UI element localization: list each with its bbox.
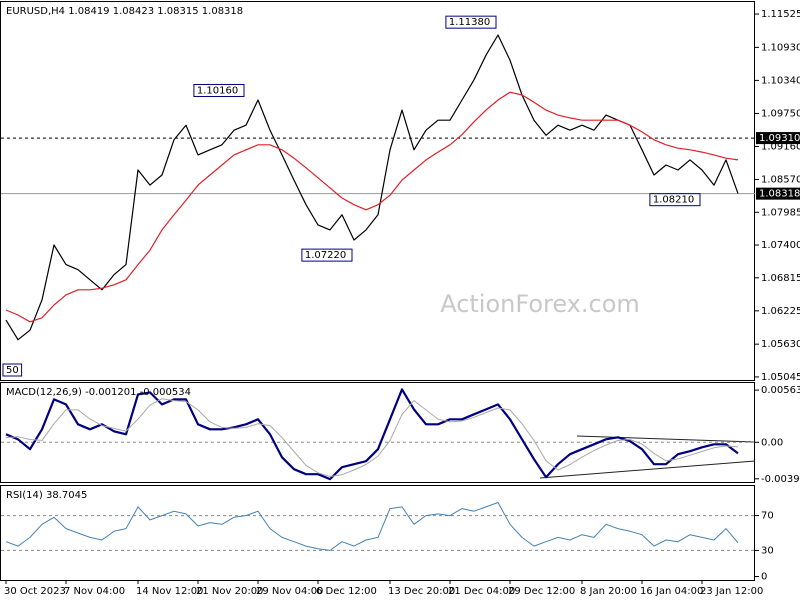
panel-title: RSI(14) 38.7045 [6,490,87,501]
series-line [5,91,739,323]
series-line [5,502,739,551]
trendline [576,435,756,443]
y-tick-label: 1.05630 [761,339,800,350]
level-box [756,187,800,200]
y-tick-label: 1.07400 [761,240,800,251]
y-tick-label: 70 [761,511,774,522]
level-label: 1.08318 [759,189,800,200]
annotation-box [445,15,497,29]
y-tick-label: 1.07985 [761,207,800,218]
annotation-label: 1.11380 [449,17,490,28]
y-tick-label: 0 [761,572,767,583]
y-tick-label: -0.003949 [761,474,800,485]
x-tick-label: 21 Nov 20:00 [196,586,263,597]
y-tick-label: 0.005635 [761,385,800,396]
annotation-box [649,193,701,207]
y-tick-label: 1.08570 [761,175,800,186]
y-tick-label: 1.10930 [761,42,800,53]
annotation-label: 1.08210 [653,195,694,206]
y-tick-label: 1.10340 [761,75,800,86]
level-label: 1.09310 [759,133,800,144]
y-tick-label: 1.05045 [761,372,800,383]
y-tick-label: 1.06815 [761,273,800,284]
panel-title: MACD(12,26,9) -0.001201 -0.000534 [6,387,191,398]
annotation-box [193,83,245,97]
x-tick-label: 29 Nov 04:00 [256,586,323,597]
x-tick-label: 23 Jan 12:00 [700,586,763,597]
y-tick-label: 1.06225 [761,306,800,317]
x-tick-label: 29 Dec 12:00 [508,586,575,597]
y-tick-label: 1.09750 [761,108,800,119]
y-tick-label: 1.11525 [761,9,800,20]
x-tick-label: 8 Jan 20:00 [580,586,637,597]
annotation-box [2,363,23,377]
x-tick-label: 30 Oct 2023 [4,586,66,597]
annotation-label: 1.07220 [305,250,346,261]
x-tick-label: 13 Dec 20:00 [388,586,455,597]
x-tick-label: 6 Dec 12:00 [316,586,377,597]
x-tick-label: 14 Nov 12:00 [136,586,203,597]
annotation-label: 1.10160 [197,85,238,96]
series-line [5,398,739,477]
y-tick-label: 0.00 [761,437,783,448]
rsi-panel [0,485,755,581]
x-tick-label: 21 Dec 04:00 [448,586,515,597]
y-tick-label: 1.09160 [761,141,800,152]
macd-panel [0,382,755,483]
series-line [5,34,739,341]
panel-title: EURUSD,H4 1.08419 1.08423 1.08315 1.0831… [6,6,243,17]
y-tick-label: 30 [761,545,774,556]
level-box [756,132,800,145]
trendline [539,460,756,479]
annotation-box [301,248,353,262]
watermark: ActionForex.com [440,290,640,318]
x-tick-label: 7 Nov 04:00 [64,586,125,597]
price-panel [0,1,755,381]
series-line [5,388,739,481]
annotation-label: 50 [6,365,19,376]
x-tick-label: 16 Jan 04:00 [640,586,703,597]
